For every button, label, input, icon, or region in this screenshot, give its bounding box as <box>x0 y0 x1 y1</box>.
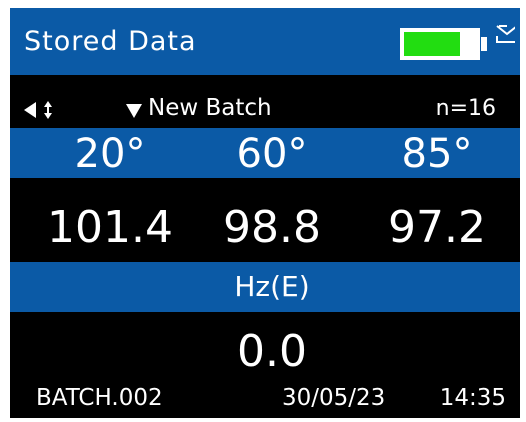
angle-label: 60° <box>236 131 308 177</box>
dropdown-triangle <box>126 104 142 118</box>
screen-title: Stored Data <box>24 26 197 57</box>
batch-name: New Batch <box>148 95 272 121</box>
haze-bar <box>10 262 520 312</box>
up-arrow <box>44 101 52 107</box>
sample-count: n=16 <box>435 96 496 121</box>
left-arrow <box>24 102 36 118</box>
angle-label: 20° <box>74 131 146 177</box>
battery-level <box>404 32 460 56</box>
date: 30/05/23 <box>282 385 386 411</box>
export-icon <box>496 25 515 43</box>
down-arrow <box>44 113 52 119</box>
status-icons <box>400 25 515 60</box>
arrow-stem <box>47 106 49 114</box>
dropdown-icon <box>126 104 142 118</box>
angle-label: 85° <box>401 131 473 177</box>
gloss-reading: 97.2 <box>388 202 486 253</box>
haze-value: 0.0 <box>237 326 307 377</box>
gloss-reading: 101.4 <box>47 202 173 253</box>
navigation-icon <box>24 101 52 119</box>
time: 14:35 <box>439 385 506 411</box>
batch-file: BATCH.002 <box>36 385 163 411</box>
angle-bar <box>10 128 520 178</box>
haze-label: Hz(E) <box>234 270 310 303</box>
gloss-reading: 98.8 <box>223 202 321 253</box>
battery-tip <box>481 37 487 51</box>
device-screen: Stored Data New Batch n=16 20° 60° 85° 1… <box>10 8 520 418</box>
